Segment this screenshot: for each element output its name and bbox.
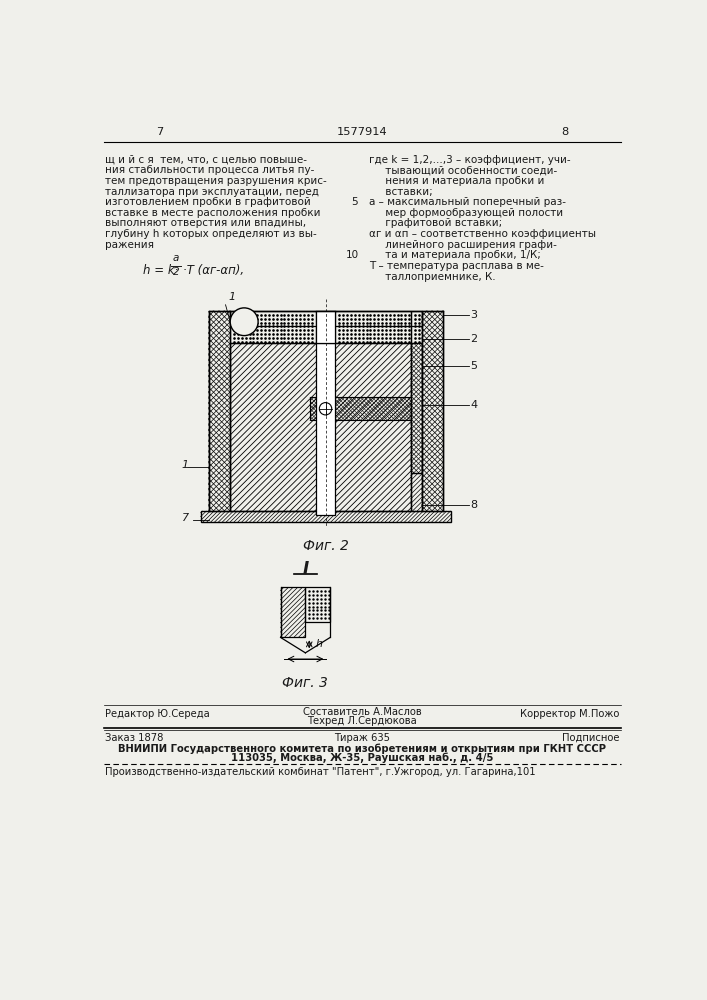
Text: 7: 7 — [156, 127, 163, 137]
Text: та и материала пробки, 1/К;: та и материала пробки, 1/К; — [369, 250, 541, 260]
Text: 113035, Москва, Ж-35, Раушская наб., д. 4/5: 113035, Москва, Ж-35, Раушская наб., д. … — [230, 753, 493, 763]
Text: ВНИИПИ Государственного комитета по изобретениям и открытиям при ГКНТ СССР: ВНИИПИ Государственного комитета по изоб… — [118, 744, 606, 754]
Text: 8: 8 — [470, 500, 477, 510]
Text: 8: 8 — [561, 127, 568, 137]
Text: тывающий особенности соеди-: тывающий особенности соеди- — [369, 165, 557, 175]
Text: 3: 3 — [470, 310, 477, 320]
Text: Тираж 635: Тираж 635 — [334, 733, 390, 743]
Bar — [201, 511, 451, 522]
Text: T – температура расплава в ме-: T – температура расплава в ме- — [369, 261, 544, 271]
Text: 10: 10 — [345, 250, 358, 260]
Text: h: h — [315, 639, 322, 649]
Text: 5: 5 — [351, 197, 358, 207]
Text: изготовлением пробки в графитовой: изготовлением пробки в графитовой — [105, 197, 311, 207]
Text: мер формообразующей полости: мер формообразующей полости — [369, 208, 563, 218]
Text: вставки;: вставки; — [369, 187, 433, 197]
Text: 2: 2 — [470, 334, 477, 344]
Text: Корректор М.Пожо: Корректор М.Пожо — [520, 709, 619, 719]
Bar — [310, 397, 411, 420]
Text: Составитель А.Маслов: Составитель А.Маслов — [303, 707, 421, 717]
Bar — [305, 587, 330, 622]
Bar — [335, 311, 411, 343]
Text: ·T (αг-αп),: ·T (αг-αп), — [183, 264, 244, 277]
Text: графитовой вставки;: графитовой вставки; — [369, 218, 502, 228]
Bar — [411, 311, 421, 343]
Bar — [316, 343, 335, 515]
Text: линейного расширения графи-: линейного расширения графи- — [369, 240, 557, 250]
Text: щ и й с я  тем, что, с целью повыше-: щ и й с я тем, что, с целью повыше- — [105, 155, 308, 165]
Text: тем предотвращения разрушения крис-: тем предотвращения разрушения крис- — [105, 176, 327, 186]
Text: Производственно-издательский комбинат "Патент", г.Ужгород, ул. Гагарина,101: Производственно-издательский комбинат "П… — [105, 767, 536, 777]
Text: Фиг. 3: Фиг. 3 — [282, 676, 328, 690]
Text: αг и αп – соответственно коэффициенты: αг и αп – соответственно коэффициенты — [369, 229, 596, 239]
Text: ния стабильности процесса литья пу-: ния стабильности процесса литья пу- — [105, 165, 315, 175]
Text: I: I — [303, 560, 308, 578]
Text: Подписное: Подписное — [562, 733, 619, 743]
Text: a – максимальный поперечный раз-: a – максимальный поперечный раз- — [369, 197, 566, 207]
Bar — [209, 311, 230, 511]
Text: Техред Л.Сердюкова: Техред Л.Сердюкова — [307, 716, 417, 726]
Text: h = k·: h = k· — [143, 264, 178, 277]
Bar — [230, 311, 316, 343]
Text: Фиг. 2: Фиг. 2 — [303, 539, 349, 553]
Text: нения и материала пробки и: нения и материала пробки и — [369, 176, 544, 186]
Bar — [411, 473, 421, 511]
Bar — [411, 343, 421, 473]
Bar — [281, 587, 305, 637]
Text: Заказ 1878: Заказ 1878 — [105, 733, 164, 743]
Text: ражения: ражения — [105, 240, 154, 250]
Text: Редактор Ю.Середа: Редактор Ю.Середа — [105, 709, 210, 719]
Text: 1: 1 — [182, 460, 189, 470]
Bar — [230, 343, 411, 511]
Text: 7: 7 — [182, 513, 189, 523]
Text: таллоприемнике, К.: таллоприемнике, К. — [369, 272, 496, 282]
Bar — [230, 311, 421, 326]
Text: глубину h которых определяют из вы-: глубину h которых определяют из вы- — [105, 229, 317, 239]
Text: где k = 1,2,...,3 – коэффициент, учи-: где k = 1,2,...,3 – коэффициент, учи- — [369, 155, 571, 165]
Text: 1: 1 — [228, 292, 235, 302]
Text: таллизатора при эксплуатации, перед: таллизатора при эксплуатации, перед — [105, 187, 320, 197]
Text: a: a — [173, 253, 179, 263]
Text: 5: 5 — [470, 361, 477, 371]
Text: 2: 2 — [173, 267, 180, 277]
Text: 4: 4 — [470, 400, 477, 410]
Bar — [316, 311, 335, 343]
Text: выполняют отверстия или впадины,: выполняют отверстия или впадины, — [105, 218, 307, 228]
Bar — [421, 311, 443, 511]
Text: вставке в месте расположения пробки: вставке в месте расположения пробки — [105, 208, 321, 218]
Text: 1577914: 1577914 — [337, 127, 387, 137]
Circle shape — [230, 308, 258, 336]
